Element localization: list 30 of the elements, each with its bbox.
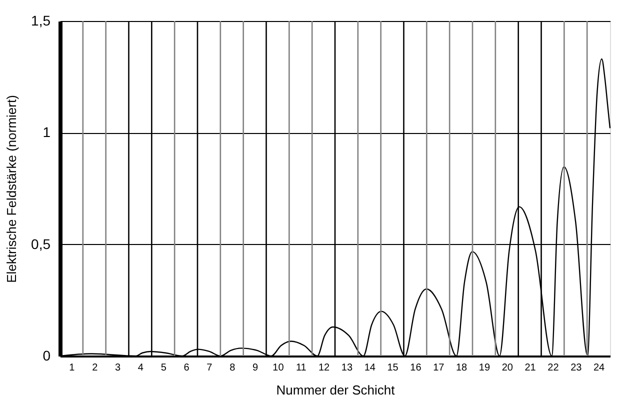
x-tick-label: 6 — [184, 362, 190, 374]
x-tick-label: 22 — [548, 362, 560, 374]
x-axis-title: Nummer der Schicht — [276, 382, 396, 398]
x-tick-label: 2 — [92, 362, 98, 374]
x-tick-label: 17 — [433, 362, 445, 374]
x-tick-label: 10 — [272, 362, 284, 374]
y-tick-label: 0 — [42, 348, 51, 364]
y-tick-label: 1 — [42, 124, 51, 140]
y-tick-label: 0,5 — [31, 236, 51, 252]
x-tick-label: 13 — [341, 362, 353, 374]
x-tick-label: 12 — [318, 362, 330, 374]
x-tick-label: 7 — [206, 362, 213, 374]
x-tick-label: 11 — [296, 362, 307, 374]
x-tick-label: 9 — [252, 362, 259, 374]
y-axis-title: Elektrische Feldstärke (normiert) — [4, 95, 20, 283]
y-tick-label: 1,5 — [31, 12, 51, 28]
x-tick-label: 19 — [478, 362, 490, 374]
x-tick-label: 15 — [387, 362, 399, 374]
x-tick-label: 23 — [570, 362, 582, 374]
x-tick-label: 24 — [593, 362, 606, 374]
x-tick-label: 21 — [524, 362, 536, 374]
x-tick-label: 18 — [456, 362, 468, 374]
x-tick-label: 1 — [69, 362, 76, 374]
x-tick-label: 3 — [115, 362, 122, 374]
x-tick-label: 4 — [138, 362, 144, 374]
x-tick-label: 20 — [502, 362, 514, 374]
x-tick-label: 14 — [364, 362, 376, 374]
x-tick-label: 16 — [410, 362, 422, 374]
x-tick-label: 8 — [230, 362, 236, 374]
x-tick-label: 5 — [160, 362, 167, 374]
